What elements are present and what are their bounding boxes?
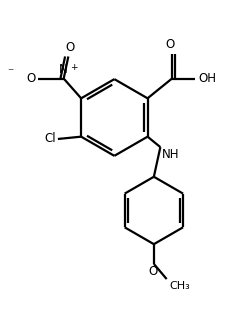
Text: NH: NH [162,148,180,161]
Text: O: O [148,265,157,278]
Text: OH: OH [198,72,216,85]
Text: Cl: Cl [44,133,55,145]
Text: CH₃: CH₃ [169,281,190,291]
Text: O: O [27,72,36,85]
Text: O: O [66,41,75,54]
Text: O: O [165,38,175,51]
Text: N: N [59,63,68,76]
Text: +: + [70,63,78,72]
Text: ⁻: ⁻ [7,66,14,79]
